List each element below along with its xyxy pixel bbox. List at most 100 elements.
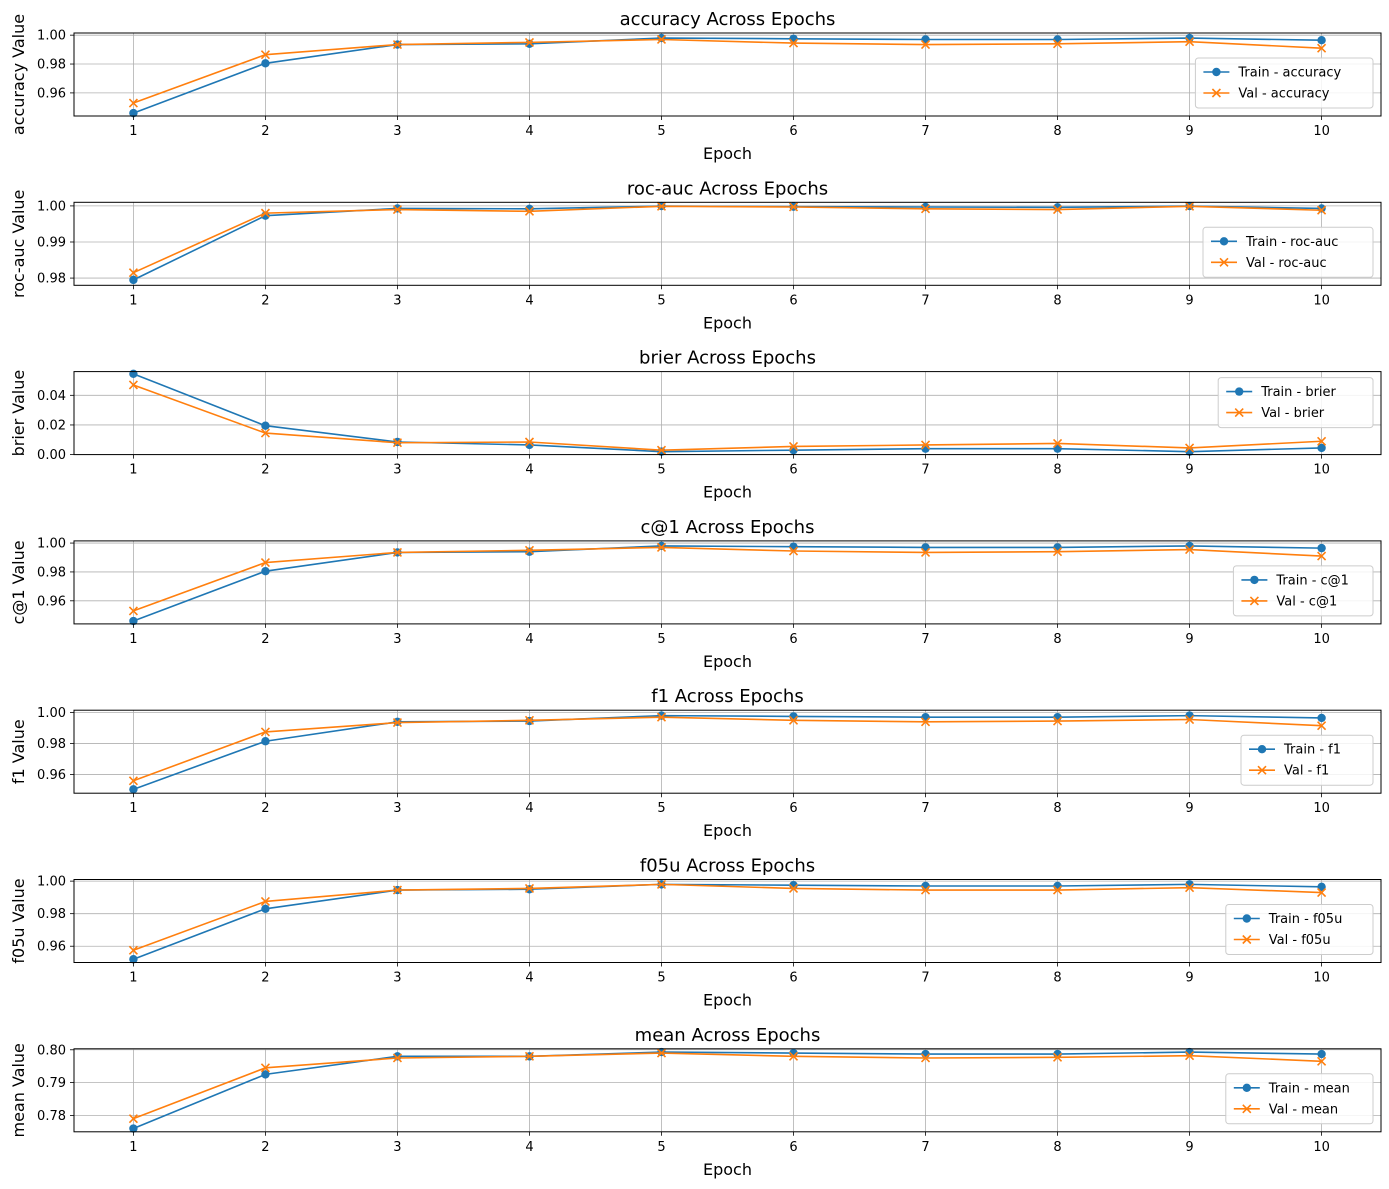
data-point <box>920 717 931 727</box>
x-tick-label: 4 <box>525 293 533 308</box>
y-tick-label: 0.78 <box>37 1109 66 1124</box>
data-point <box>128 945 138 955</box>
x-tick-label: 10 <box>1313 1140 1330 1155</box>
data-point <box>656 34 667 45</box>
panel-3: 1 2 3 4 5 6 7 8 9 10 0.00 0.02 0.04 brier Across Epoc… <box>9 348 1382 502</box>
data-point <box>128 98 138 108</box>
x-tick-label: 10 <box>1313 801 1330 816</box>
legend-label: Train - c@1 <box>1275 573 1349 588</box>
x-tick-label: 8 <box>1053 293 1061 308</box>
x-tick-label: 7 <box>921 293 929 308</box>
x-tick-label: 3 <box>393 801 401 816</box>
legend-marker <box>1242 1104 1252 1114</box>
data-point <box>129 616 138 626</box>
data-point <box>128 776 138 786</box>
data-point <box>656 445 667 455</box>
x-tick-label: 1 <box>129 124 137 139</box>
series-line-1 <box>133 373 1322 453</box>
y-tick-label: 0.02 <box>37 418 66 433</box>
x-tick-label: 3 <box>393 124 401 139</box>
data-point <box>128 380 138 390</box>
legend-box <box>1202 226 1374 278</box>
data-point <box>1317 882 1326 892</box>
legend-marker <box>1211 88 1221 98</box>
x-tick-label: 7 <box>921 1140 929 1155</box>
x-tick-label: 6 <box>789 293 797 308</box>
axes-frame <box>73 879 1382 963</box>
x-tick-label: 6 <box>789 463 797 478</box>
data-point <box>656 879 667 889</box>
data-point <box>260 50 270 60</box>
x-tick-label: 3 <box>393 971 401 986</box>
x-axis-label: Epoch <box>703 144 752 163</box>
panel-5: 1 2 3 4 5 6 7 8 9 10 0.96 0.98 1.00 f1 Across Epochs E… <box>9 686 1382 840</box>
axes-frame <box>73 540 1382 625</box>
axes-frame <box>73 1048 1382 1133</box>
data-point <box>1317 436 1327 446</box>
legend: Train - c@1 Val - c@1 <box>1232 565 1374 617</box>
legend: Train - f05u Val - f05u <box>1225 904 1374 955</box>
legend-marker <box>1219 237 1229 246</box>
data-point <box>260 727 270 737</box>
x-axis-label: Epoch <box>703 1160 752 1179</box>
x-tick-label: 10 <box>1313 293 1330 308</box>
data-point <box>392 204 403 215</box>
x-tick-label: 6 <box>789 124 797 139</box>
y-tick-label: 0.98 <box>37 737 66 752</box>
legend-box <box>1232 565 1374 617</box>
x-tick-label: 6 <box>789 632 797 647</box>
data-point <box>788 202 799 212</box>
data-point <box>129 955 138 964</box>
data-point <box>920 204 931 214</box>
x-tick-label: 6 <box>789 1140 797 1155</box>
chart-title: mean Across Epochs <box>635 1025 821 1046</box>
series-line-1 <box>133 714 1322 791</box>
data-point <box>1317 204 1326 213</box>
x-tick-label: 4 <box>525 801 533 816</box>
data-point <box>129 108 138 118</box>
panel-1: 1 2 3 4 5 6 7 8 9 10 0.96 0.98 1.00 accuracy Across E… <box>9 9 1382 163</box>
legend: Train - mean Val - mean <box>1225 1073 1374 1125</box>
x-tick-label: 9 <box>1185 971 1193 986</box>
x-tick-label: 5 <box>657 463 665 478</box>
y-tick-label: 0.96 <box>37 594 66 609</box>
x-tick-label: 8 <box>1053 463 1061 478</box>
x-tick-label: 8 <box>1053 1140 1061 1155</box>
data-point <box>392 885 403 895</box>
series-line-2 <box>133 38 1322 104</box>
legend-marker <box>1257 765 1267 775</box>
y-tick-label: 0.99 <box>37 235 66 250</box>
data-point <box>1317 36 1326 45</box>
data-point <box>1185 37 1195 47</box>
legend-label: Train - f05u <box>1268 912 1343 927</box>
panel-2: 1 2 3 4 5 6 7 8 9 10 0.98 0.99 1.00 roc-auc Across Ep… <box>9 178 1382 332</box>
series-line-2 <box>133 205 1322 274</box>
data-point <box>1052 204 1063 215</box>
x-axis-label: Epoch <box>703 991 752 1010</box>
legend-marker <box>1219 257 1229 267</box>
data-point <box>260 208 270 218</box>
legend-box <box>1225 1073 1374 1125</box>
y-axis-label: brier Value <box>9 370 28 457</box>
y-tick-label: 0.96 <box>37 86 66 101</box>
data-point <box>1317 205 1327 215</box>
data-point <box>1185 883 1195 893</box>
x-tick-label: 9 <box>1185 632 1193 647</box>
data-point <box>788 715 799 725</box>
legend-label: Val - f05u <box>1269 933 1331 948</box>
x-axis-label: Epoch <box>703 652 752 671</box>
series-line-1 <box>133 37 1322 114</box>
chart-title: c@1 Across Epochs <box>641 517 815 538</box>
y-axis-label: c@1 Value <box>9 540 28 624</box>
data-point <box>1052 1052 1063 1062</box>
y-tick-label: 0.04 <box>37 389 66 404</box>
series-line-2 <box>133 546 1322 612</box>
data-point <box>1052 438 1063 449</box>
x-tick-label: 10 <box>1313 124 1330 139</box>
axes-frame <box>73 709 1382 794</box>
data-point <box>788 546 799 556</box>
data-point <box>260 557 270 568</box>
y-tick-label: 0.00 <box>37 448 66 463</box>
x-tick-label: 9 <box>1185 124 1193 139</box>
legend-marker <box>1250 575 1259 585</box>
